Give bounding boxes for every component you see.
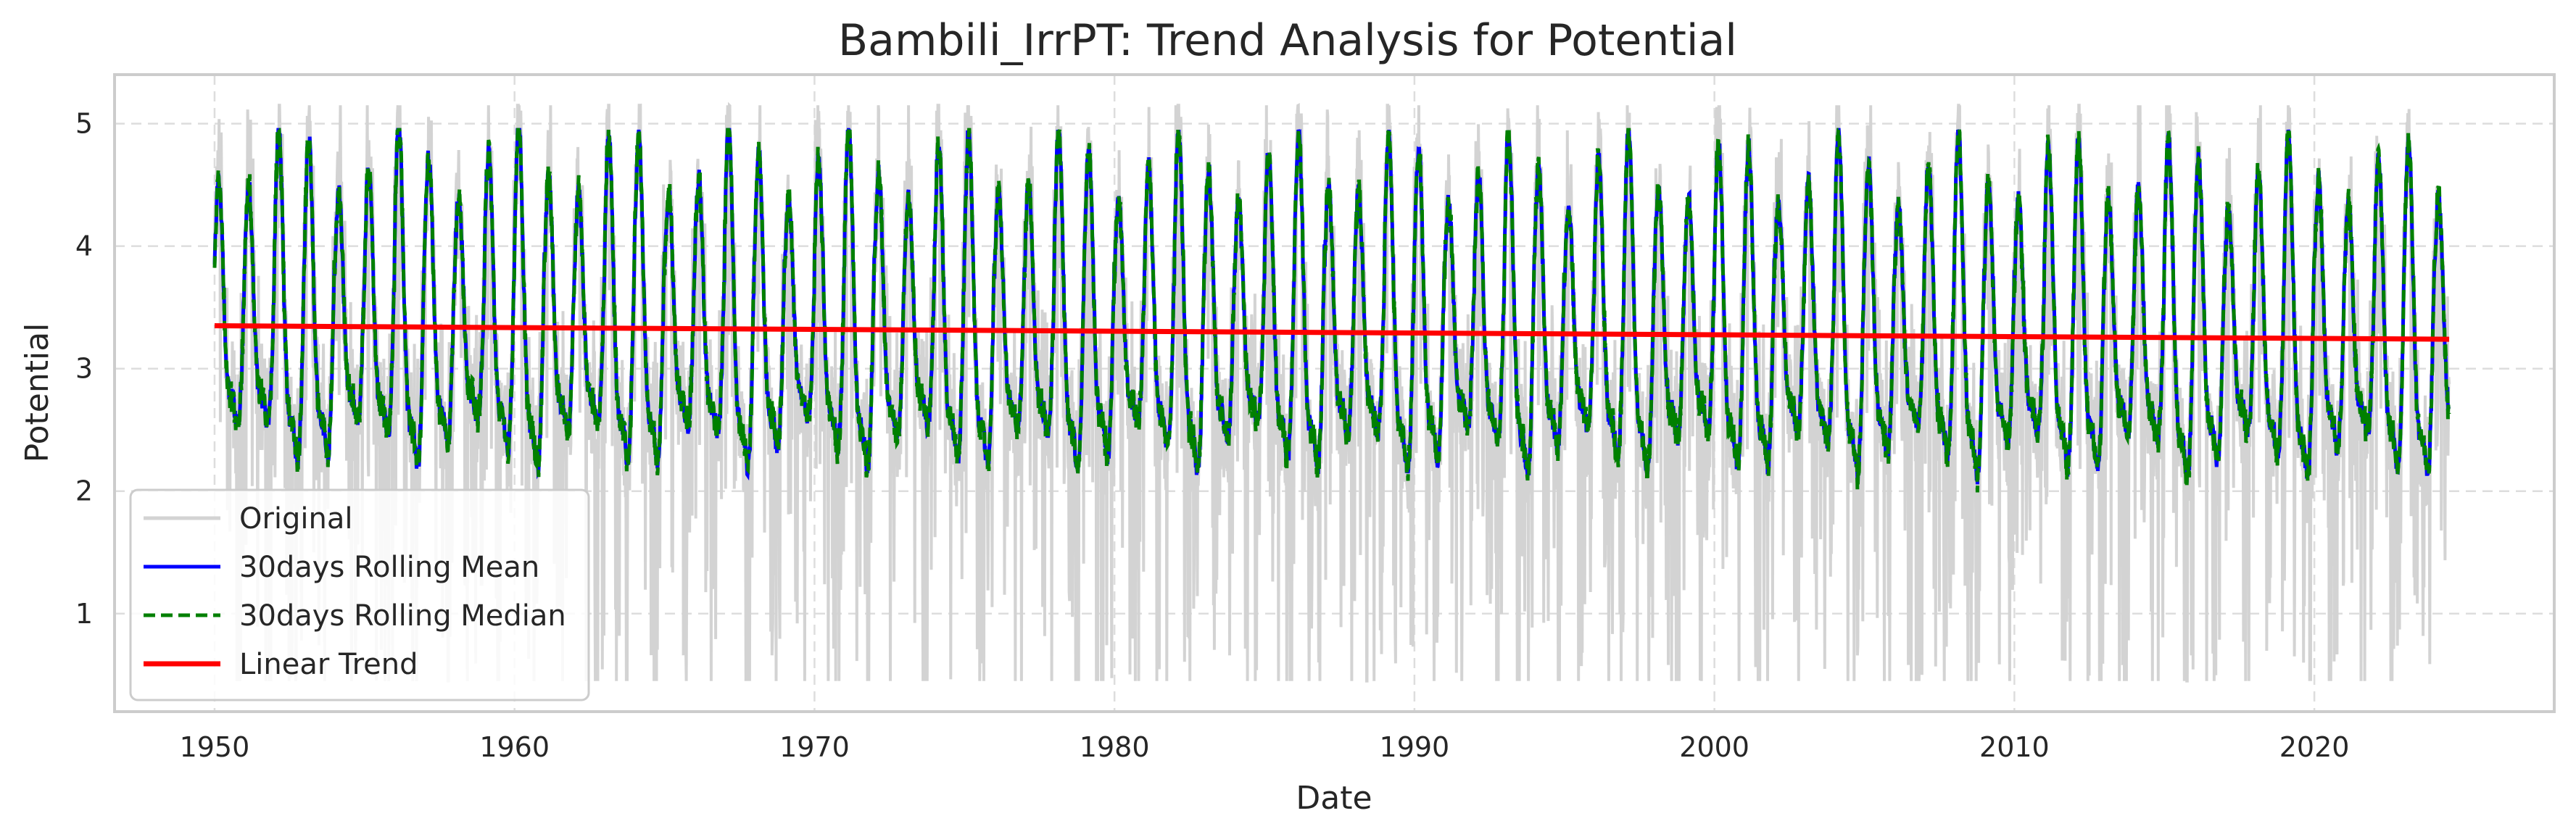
- x-axis: 1950 1960 1970 1980 1990 2000 2010 2020: [180, 731, 2350, 763]
- y-tick-label: 5: [75, 108, 93, 140]
- y-tick-label: 4: [75, 230, 93, 262]
- legend-label: 30days Rolling Mean: [239, 551, 539, 584]
- linear-trend-line: [214, 323, 2450, 342]
- legend-label: Linear Trend: [239, 648, 418, 681]
- y-tick-label: 2: [75, 475, 93, 507]
- legend-label: 30days Rolling Median: [239, 599, 566, 633]
- y-tick-label: 3: [75, 353, 93, 385]
- x-tick-label: 1950: [180, 731, 250, 763]
- x-tick-label: 2000: [1679, 731, 1749, 763]
- legend-label: Original: [239, 502, 353, 536]
- rolling-median-line: [212, 128, 2451, 493]
- x-tick-label: 2010: [1979, 731, 2050, 763]
- y-tick-label: 1: [75, 598, 93, 630]
- x-tick-label: 2020: [2279, 731, 2350, 763]
- legend-box: [129, 488, 590, 701]
- plot-frame: [113, 73, 2556, 713]
- series-rolling-median: [212, 128, 2451, 493]
- x-tick-label: 1970: [779, 731, 850, 763]
- x-axis-label: Date: [1296, 780, 1372, 817]
- x-tick-label: 1960: [479, 731, 550, 763]
- y-axis: 1 2 3 4 5: [75, 108, 93, 630]
- y-axis-label: Potential: [19, 323, 56, 463]
- chart-title: Bambili_IrrPT: Trend Analysis for Potent…: [838, 15, 1737, 66]
- x-tick-label: 1980: [1080, 731, 1150, 763]
- x-tick-label: 1990: [1380, 731, 1450, 763]
- series-linear-trend: [214, 323, 2450, 342]
- legend: Original 30days Rolling Mean 30days Rollin…: [129, 488, 590, 701]
